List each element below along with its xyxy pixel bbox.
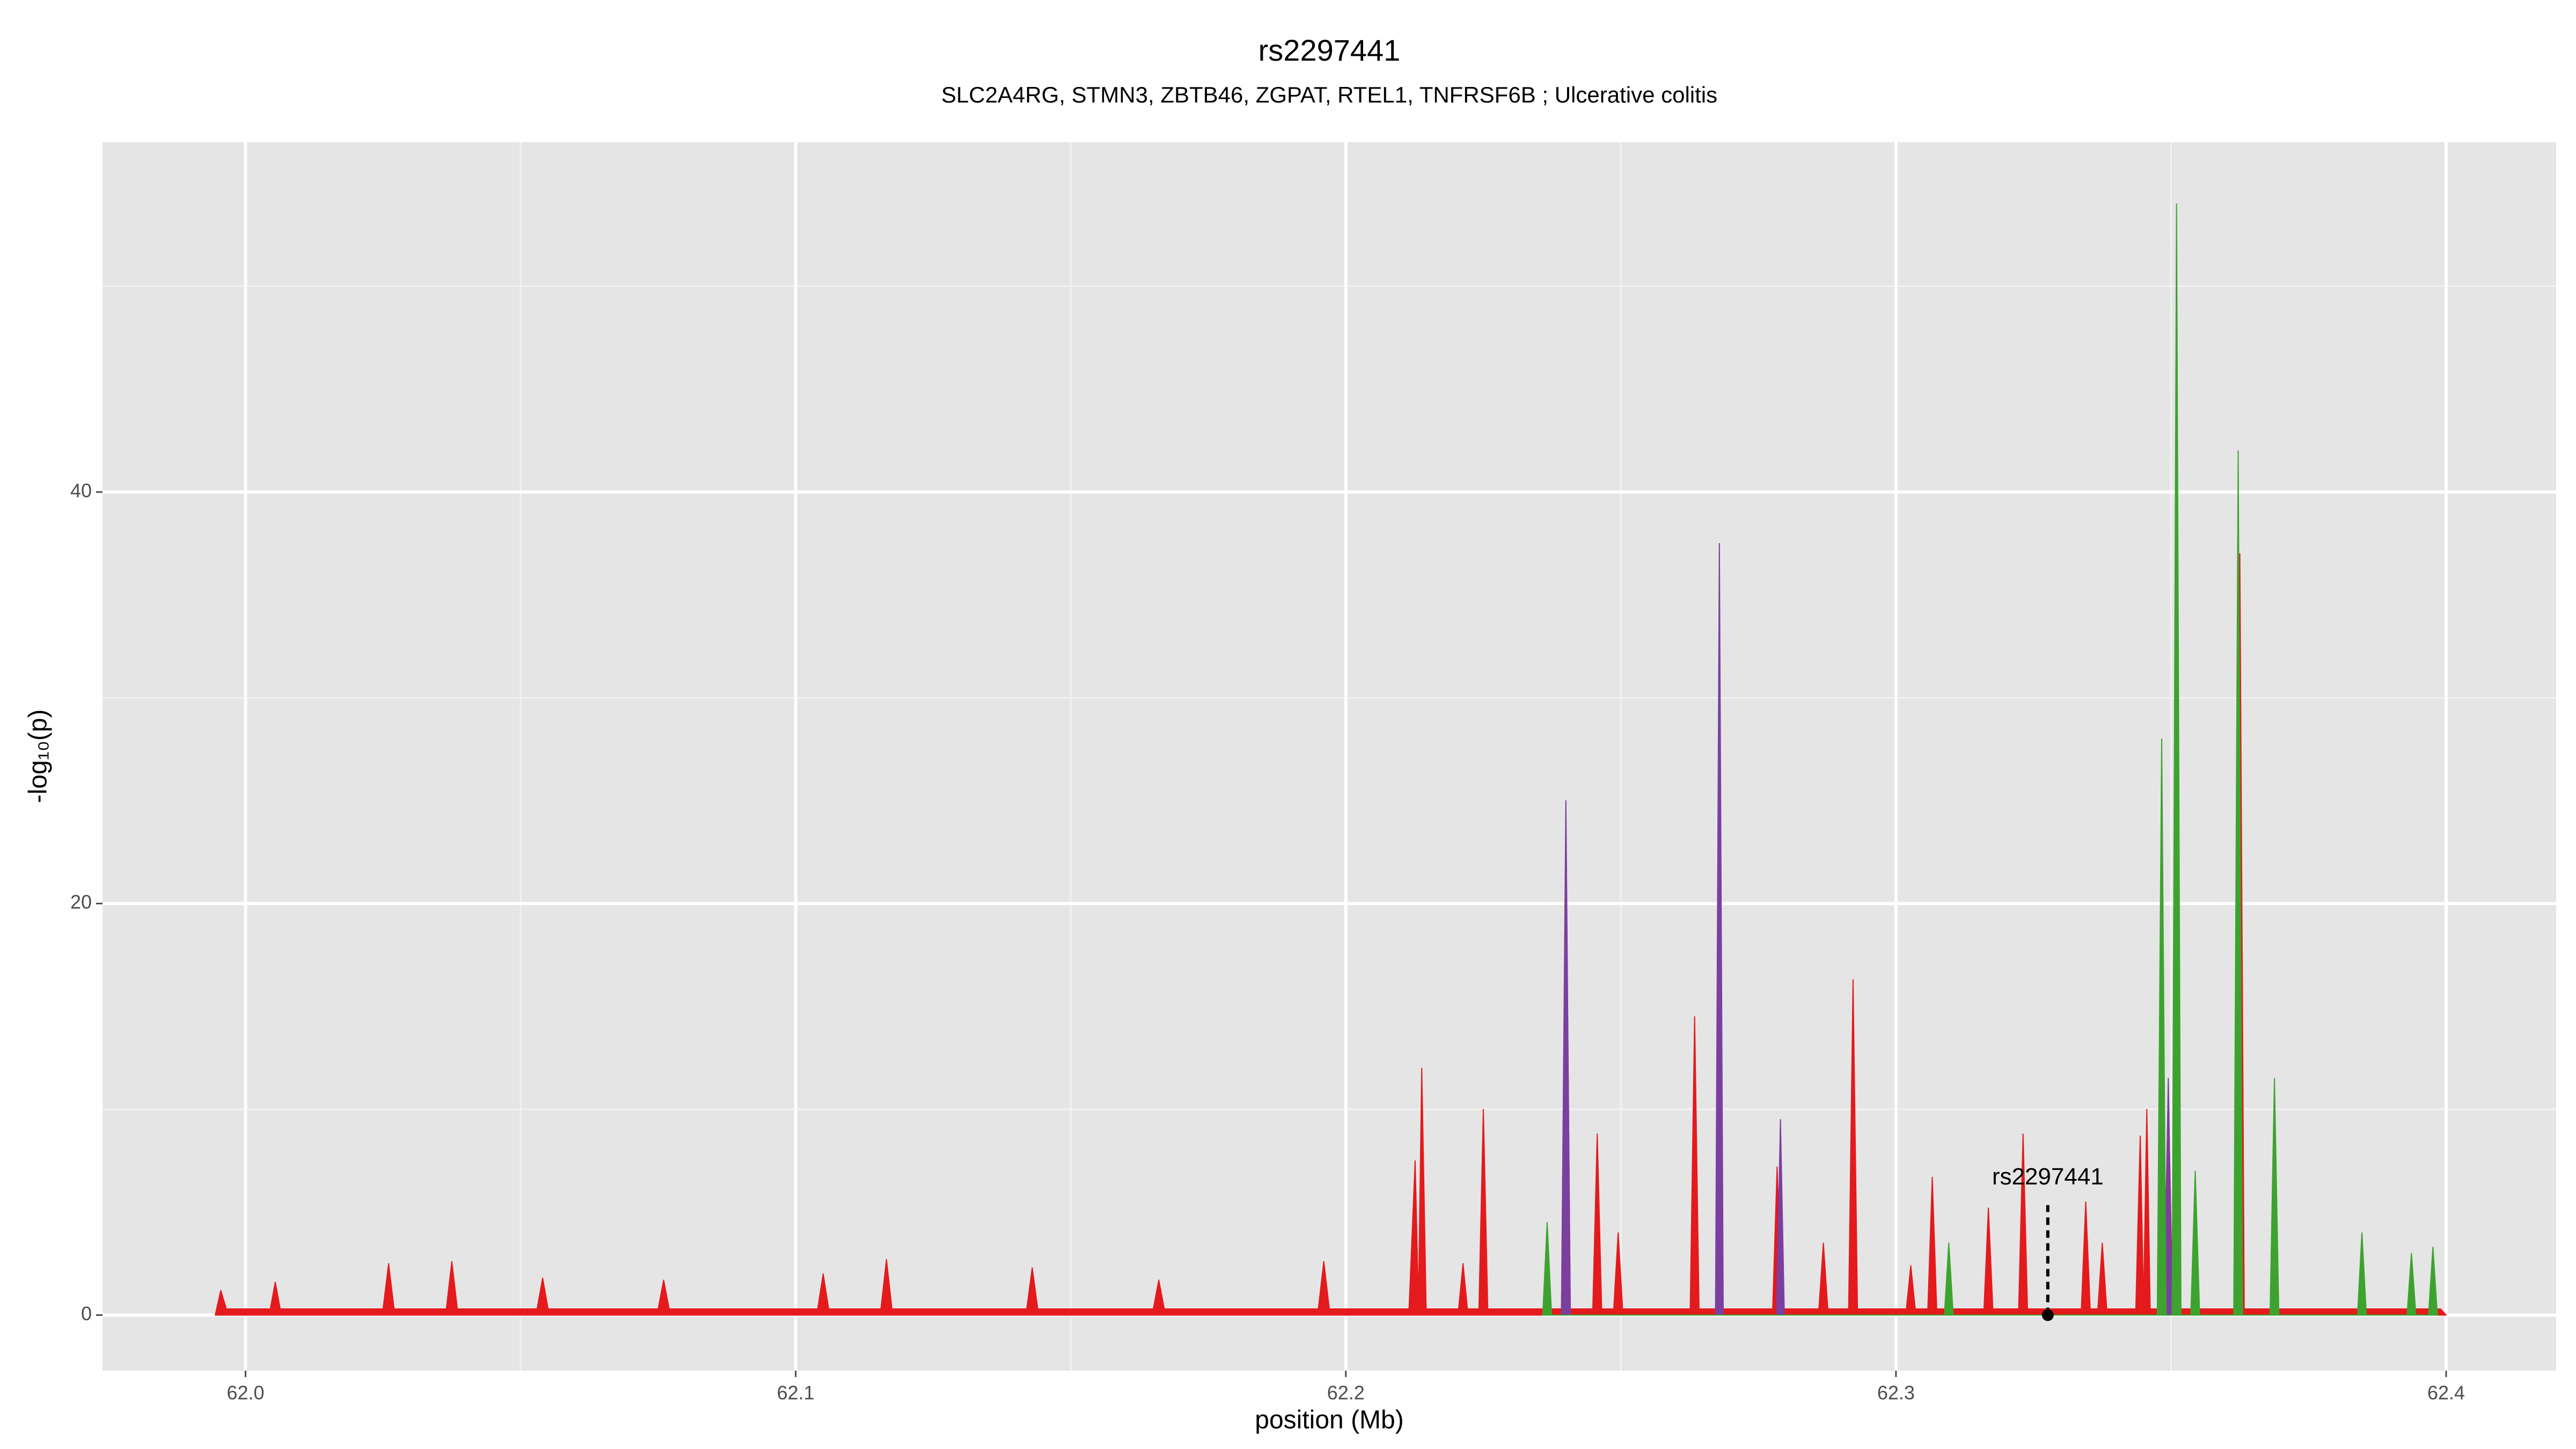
x-tick-label: 62.2 (1327, 1382, 1365, 1404)
x-tick-label: 62.1 (777, 1382, 815, 1404)
area (1542, 203, 2438, 1316)
x-axis-title: position (Mb) (1255, 1406, 1403, 1435)
y-axis-title: -log₁₀(p) (24, 709, 53, 803)
plot-background (103, 142, 2556, 1371)
x-tick-label: 62.3 (1877, 1382, 1915, 1404)
chart-title: rs2297441 (1258, 33, 1401, 67)
y-tick-label: 0 (81, 1302, 92, 1324)
y-tick-label: 40 (70, 479, 92, 501)
area (215, 553, 2447, 1316)
x-tick-label: 62.0 (226, 1382, 264, 1404)
chart-subtitle: SLC2A4RG, STMN3, ZBTB46, ZGPAT, RTEL1, T… (941, 82, 1717, 107)
annotation-label: rs2297441 (1992, 1163, 2104, 1190)
annotation-point (2041, 1309, 2054, 1321)
x-tick-label: 62.4 (2427, 1382, 2465, 1404)
y-tick-label: 20 (70, 891, 92, 913)
